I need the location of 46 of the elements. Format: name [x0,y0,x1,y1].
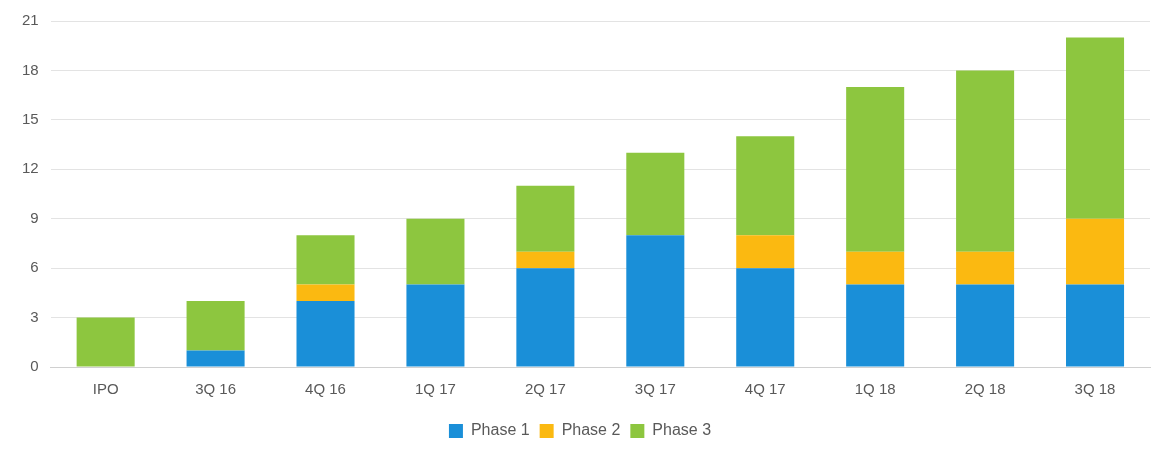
x-tick-label: 3Q 16 [195,380,237,398]
bar [846,251,905,285]
legend-label: Phase 2 [561,421,621,439]
y-tick-label: 12 [22,159,39,177]
x-tick-label: 3Q 18 [1074,380,1116,398]
bar [626,235,685,367]
bar [406,284,465,367]
bar [1066,284,1125,367]
y-tick-label: 15 [22,110,39,127]
bar [1066,218,1125,285]
bar [626,152,685,236]
bar [296,235,355,285]
x-tick-label: 2Q 17 [524,380,566,398]
x-tick-label: IPO [92,380,119,398]
y-tick-label: 9 [30,208,39,226]
bar [956,70,1015,252]
bar [516,268,575,367]
x-tick-label: 3Q 17 [634,380,676,398]
bar [846,284,905,367]
y-tick-label: 21 [22,11,39,29]
x-tick-label: 4Q 16 [305,380,346,398]
bar [186,350,245,367]
y-tick-label: 0 [30,357,39,375]
bar [736,268,795,367]
bar [296,284,355,302]
legend-label: Phase 1 [470,421,530,439]
x-tick-label: 2Q 18 [964,380,1006,398]
bar [296,301,355,367]
bar [76,317,135,367]
bar [1066,37,1125,219]
bar [516,251,575,269]
bar [956,251,1015,285]
bar [736,136,795,236]
x-tick-label: 4Q 17 [744,380,786,398]
bar [406,218,465,285]
x-tick-label: 1Q 18 [854,380,896,398]
x-tick-label: 1Q 17 [415,380,456,398]
legend-label: Phase 3 [652,421,712,439]
bar [956,284,1015,367]
y-tick-label: 18 [22,60,39,78]
y-tick-label: 3 [30,307,39,325]
y-tick-label: 6 [30,258,39,276]
bar [846,86,905,252]
bar [186,301,245,351]
bar [736,235,795,269]
bar [516,185,575,252]
